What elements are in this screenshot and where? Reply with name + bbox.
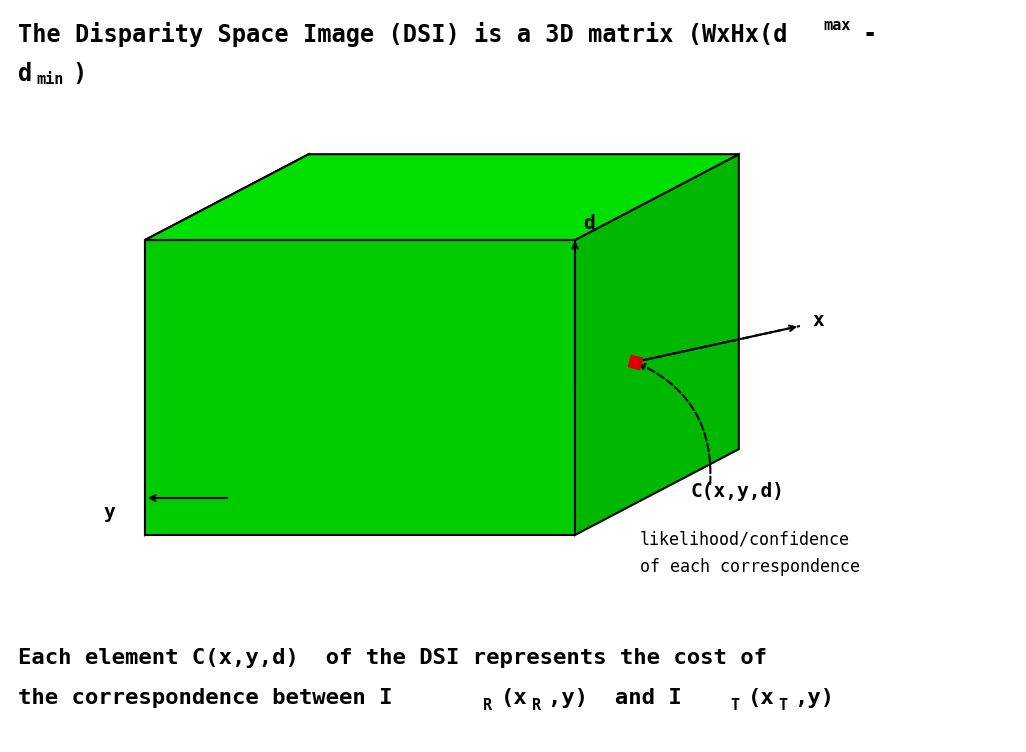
Polygon shape <box>145 240 575 535</box>
Text: Each element C(x,y,d)  of the DSI represents the cost of: Each element C(x,y,d) of the DSI represe… <box>18 648 767 668</box>
Text: ): ) <box>72 62 86 86</box>
Polygon shape <box>575 154 739 535</box>
Polygon shape <box>145 154 309 535</box>
Text: x: x <box>812 311 824 330</box>
Text: d: d <box>583 214 595 233</box>
Text: (x: (x <box>501 688 527 708</box>
Text: y: y <box>104 503 115 522</box>
Text: T: T <box>731 698 739 713</box>
Text: max: max <box>823 18 851 33</box>
Text: likelihood/confidence: likelihood/confidence <box>640 530 850 548</box>
Text: C(x,y,d): C(x,y,d) <box>690 482 784 501</box>
Text: ,y)  and I: ,y) and I <box>548 688 681 708</box>
Text: of each correspondence: of each correspondence <box>640 558 860 576</box>
Text: The Disparity Space Image (DSI) is a 3D matrix (WxHx(d: The Disparity Space Image (DSI) is a 3D … <box>18 22 788 47</box>
Text: R: R <box>532 698 541 713</box>
Text: -: - <box>863 22 877 46</box>
Text: d: d <box>18 62 32 86</box>
Text: the correspondence between I: the correspondence between I <box>18 688 393 708</box>
Polygon shape <box>145 154 739 240</box>
Text: R: R <box>483 698 492 713</box>
Text: (x: (x <box>748 688 775 708</box>
Text: ,y): ,y) <box>794 688 834 708</box>
Text: min: min <box>36 72 64 87</box>
Text: T: T <box>778 698 787 713</box>
